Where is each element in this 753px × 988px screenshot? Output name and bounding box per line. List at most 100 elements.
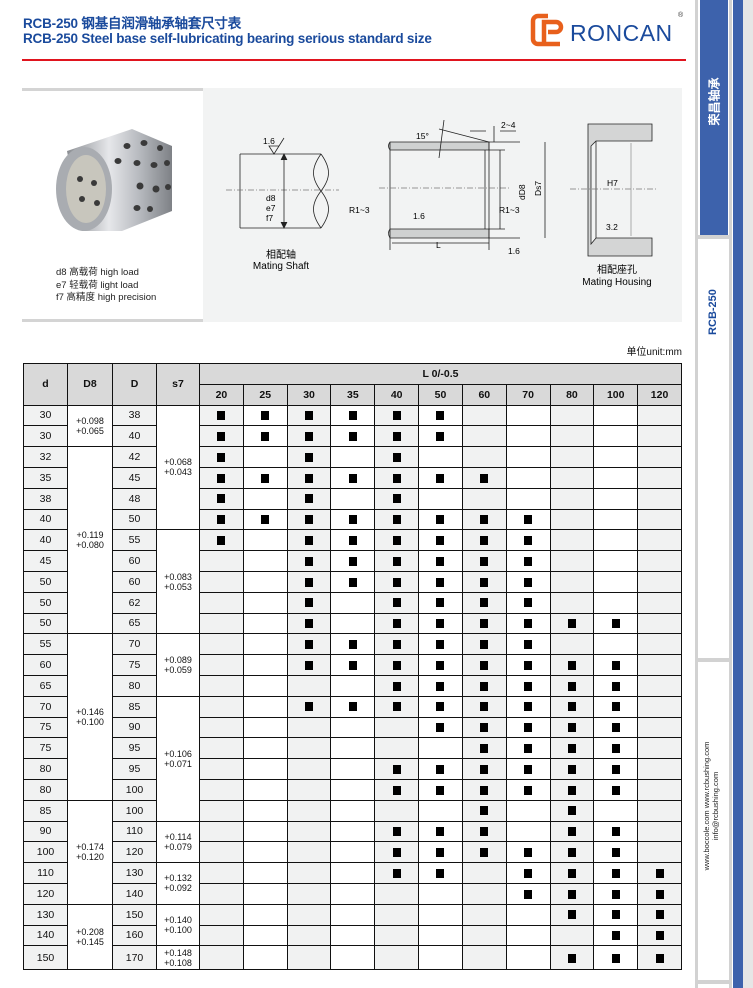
tolerance-lower: +0.145 (76, 937, 104, 948)
cell-length-60 (461, 654, 507, 676)
cell-d: 80 (23, 778, 68, 801)
radius-right: R1~3 (499, 205, 520, 215)
cell-d: 50 (23, 570, 68, 593)
cell-length-40 (374, 945, 420, 971)
available-mark-icon (305, 556, 314, 566)
tolerance-lower: +0.120 (76, 852, 104, 863)
cell-length-40 (374, 695, 420, 718)
table-row: 130 +0.208 +0.145 150 +0.140 +0.100 (23, 903, 682, 971)
cell-length-35 (330, 758, 376, 780)
cell-length-60 (461, 841, 507, 864)
outer-roughness: 1.6 (508, 246, 520, 256)
cell-length-35 (330, 466, 376, 489)
available-mark-icon (392, 535, 401, 545)
cell-D: 95 (112, 758, 157, 780)
available-mark-icon (305, 639, 314, 649)
available-mark-icon (348, 702, 357, 712)
tolerance-lower: +0.079 (164, 841, 192, 852)
available-mark-icon (436, 619, 445, 629)
legend-item: f7 高精度 high precision (56, 292, 157, 303)
available-mark-icon (480, 660, 489, 670)
cell-length-100 (593, 550, 639, 572)
cell-length-40 (374, 466, 420, 489)
sidebar-divider (695, 235, 732, 239)
available-mark-icon (305, 411, 314, 421)
table-row: 60 75 (23, 654, 682, 676)
cell-length-50 (418, 758, 463, 780)
available-mark-icon (436, 411, 445, 421)
cell-length-20 (199, 654, 244, 676)
tolerance-upper: +0.132 (164, 873, 192, 884)
available-mark-icon (480, 535, 489, 545)
cell-length-20 (199, 778, 244, 801)
available-mark-icon (217, 411, 226, 421)
cell-D: 100 (112, 778, 157, 801)
cell-length-80 (549, 591, 595, 614)
table-row: 80 100 (23, 778, 682, 801)
cell-length-35 (330, 508, 376, 531)
cell-length-30 (286, 612, 332, 635)
available-mark-icon (524, 515, 533, 525)
cell-length-100 (593, 737, 639, 760)
available-mark-icon (567, 660, 576, 670)
available-mark-icon (480, 785, 489, 795)
cell-length-70 (505, 758, 551, 780)
available-mark-icon (480, 743, 489, 753)
cell-d: 110 (23, 862, 68, 884)
cell-D: 160 (112, 924, 157, 947)
fit-legend: d8 高载荷 high load e7 轻载荷 light load f7 高精… (56, 267, 156, 305)
cell-length-35 (330, 591, 376, 614)
cell-length-25 (242, 841, 288, 864)
available-mark-icon (655, 868, 664, 878)
available-mark-icon (305, 660, 314, 670)
tolerance-upper: +0.068 (164, 457, 192, 468)
cell-length-20 (199, 529, 244, 552)
available-mark-icon (217, 515, 226, 525)
available-mark-icon (524, 681, 533, 691)
cell-D: 140 (112, 882, 157, 905)
tolerance-upper: +0.089 (164, 655, 192, 666)
cell-length-25 (242, 487, 288, 510)
cell-length-50 (418, 695, 463, 718)
cell-length-70 (505, 425, 551, 448)
available-mark-icon (305, 535, 314, 545)
available-mark-icon (480, 723, 489, 733)
cell-length-80 (549, 945, 595, 971)
length-35: 35 (330, 383, 376, 406)
available-mark-icon (567, 847, 576, 857)
cell-length-50 (418, 903, 463, 926)
cell-length-60 (461, 446, 507, 468)
table-row: 32 +0.119 +0.080 42 (23, 446, 682, 635)
cell-length-30 (286, 654, 332, 676)
cell-length-120 (637, 446, 682, 468)
cell-length-30 (286, 550, 332, 572)
cell-length-60 (461, 903, 507, 926)
cell-length-40 (374, 508, 420, 531)
outer-diameter-label: Ds7 (533, 181, 543, 196)
available-mark-icon (524, 660, 533, 670)
sidebar-strip (733, 0, 743, 988)
tolerance-upper: +0.114 (164, 831, 192, 842)
cell-length-70 (505, 862, 551, 884)
legend-item: d8 高载荷 high load (56, 267, 139, 278)
available-mark-icon (611, 743, 620, 753)
cell-length-70 (505, 903, 551, 926)
available-mark-icon (655, 953, 664, 963)
cell-length-35 (330, 778, 376, 801)
available-mark-icon (392, 494, 401, 504)
cell-length-25 (242, 903, 288, 926)
mating-shaft-drawing (226, 137, 339, 229)
cell-length-100 (593, 820, 639, 843)
tolerance-upper: +0.148 (164, 947, 192, 958)
cell-length-35 (330, 903, 376, 926)
available-mark-icon (611, 702, 620, 712)
cell-s7-tolerance: +0.132 +0.092 (156, 862, 200, 905)
cell-length-30 (286, 508, 332, 531)
cell-length-40 (374, 716, 420, 739)
available-mark-icon (524, 785, 533, 795)
tolerance-lower: +0.092 (164, 883, 192, 894)
cell-length-20 (199, 446, 244, 468)
cell-length-50 (418, 778, 463, 801)
cell-length-20 (199, 570, 244, 593)
cell-length-20 (199, 487, 244, 510)
